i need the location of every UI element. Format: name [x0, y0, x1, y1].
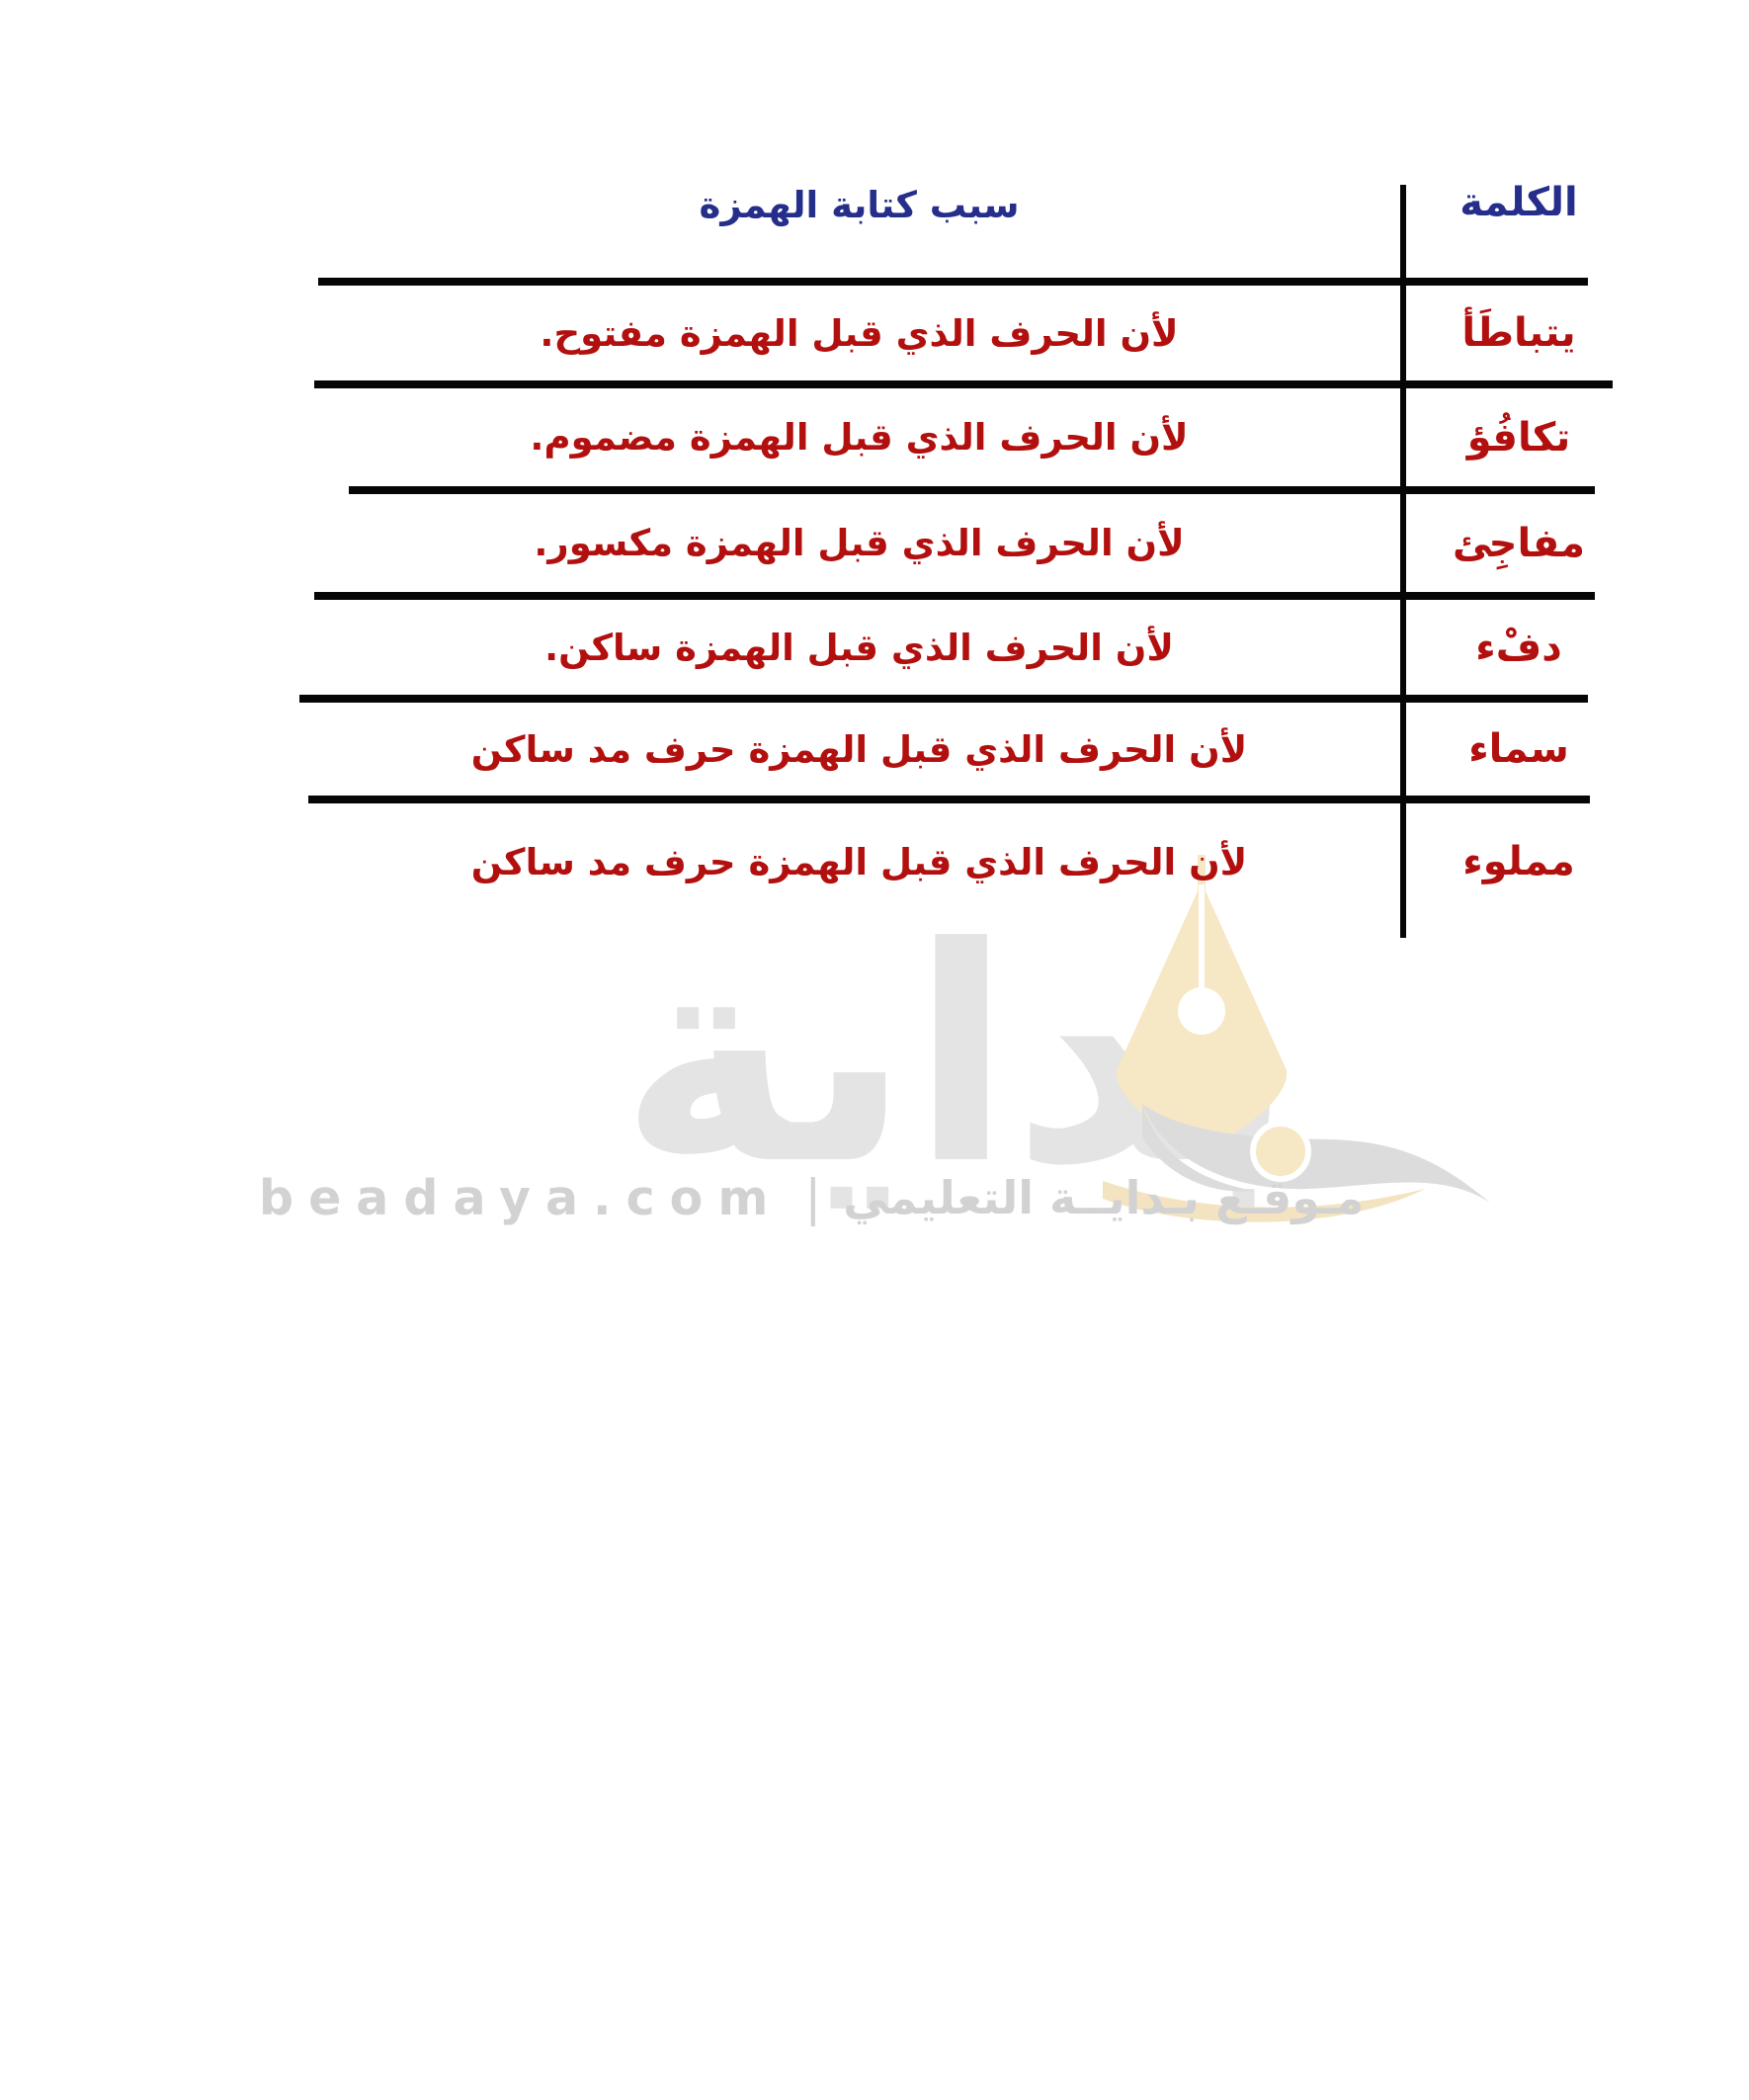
tagline-separator: | — [804, 1169, 822, 1226]
beadaya-site-name-arabic: مـوقـع بـدايــة التعليمي — [843, 1171, 1365, 1224]
reason-cell: لأن الحرف الذي قبل الهمزة حرف مد ساكن — [470, 727, 1248, 771]
reason-cell: لأن الحرف الذي قبل الهمزة مفتوح. — [540, 311, 1179, 355]
word-cell: سماء — [1468, 726, 1569, 772]
row-divider-line — [299, 695, 1588, 703]
row-divider-line — [318, 278, 1588, 286]
reason-cell: لأن الحرف الذي قبل الهمزة حرف مد ساكن — [470, 840, 1248, 883]
column-header-word: الكلمة — [1459, 180, 1578, 225]
word-cell: تكافُؤ — [1466, 414, 1571, 461]
watermark-tagline: beadaya.com | مـوقـع بـدايــة التعليمي — [259, 1169, 1364, 1226]
beadaya-logo-text: بداية — [619, 884, 1294, 1229]
row-divider-line — [308, 796, 1590, 803]
word-cell: مملوء — [1462, 839, 1575, 884]
column-divider-line — [1400, 185, 1406, 938]
row-divider-line — [314, 380, 1613, 388]
word-cell: دفْء — [1475, 625, 1562, 670]
reason-cell: لأن الحرف الذي قبل الهمزة مضموم. — [530, 416, 1189, 459]
row-divider-line — [349, 486, 1595, 494]
reason-cell: لأن الحرف الذي قبل الهمزة ساكن. — [544, 626, 1174, 669]
beadaya-domain-text: beadaya.com — [259, 1169, 784, 1226]
reason-cell: لأن الحرف الذي قبل الهمزة مكسور. — [534, 522, 1185, 564]
word-cell: مفاجِئ — [1452, 520, 1586, 566]
word-cell: يتباطَأ — [1461, 310, 1576, 356]
column-header-reason: سبب كتابة الهمزة — [699, 184, 1020, 226]
row-divider-line — [314, 592, 1595, 600]
